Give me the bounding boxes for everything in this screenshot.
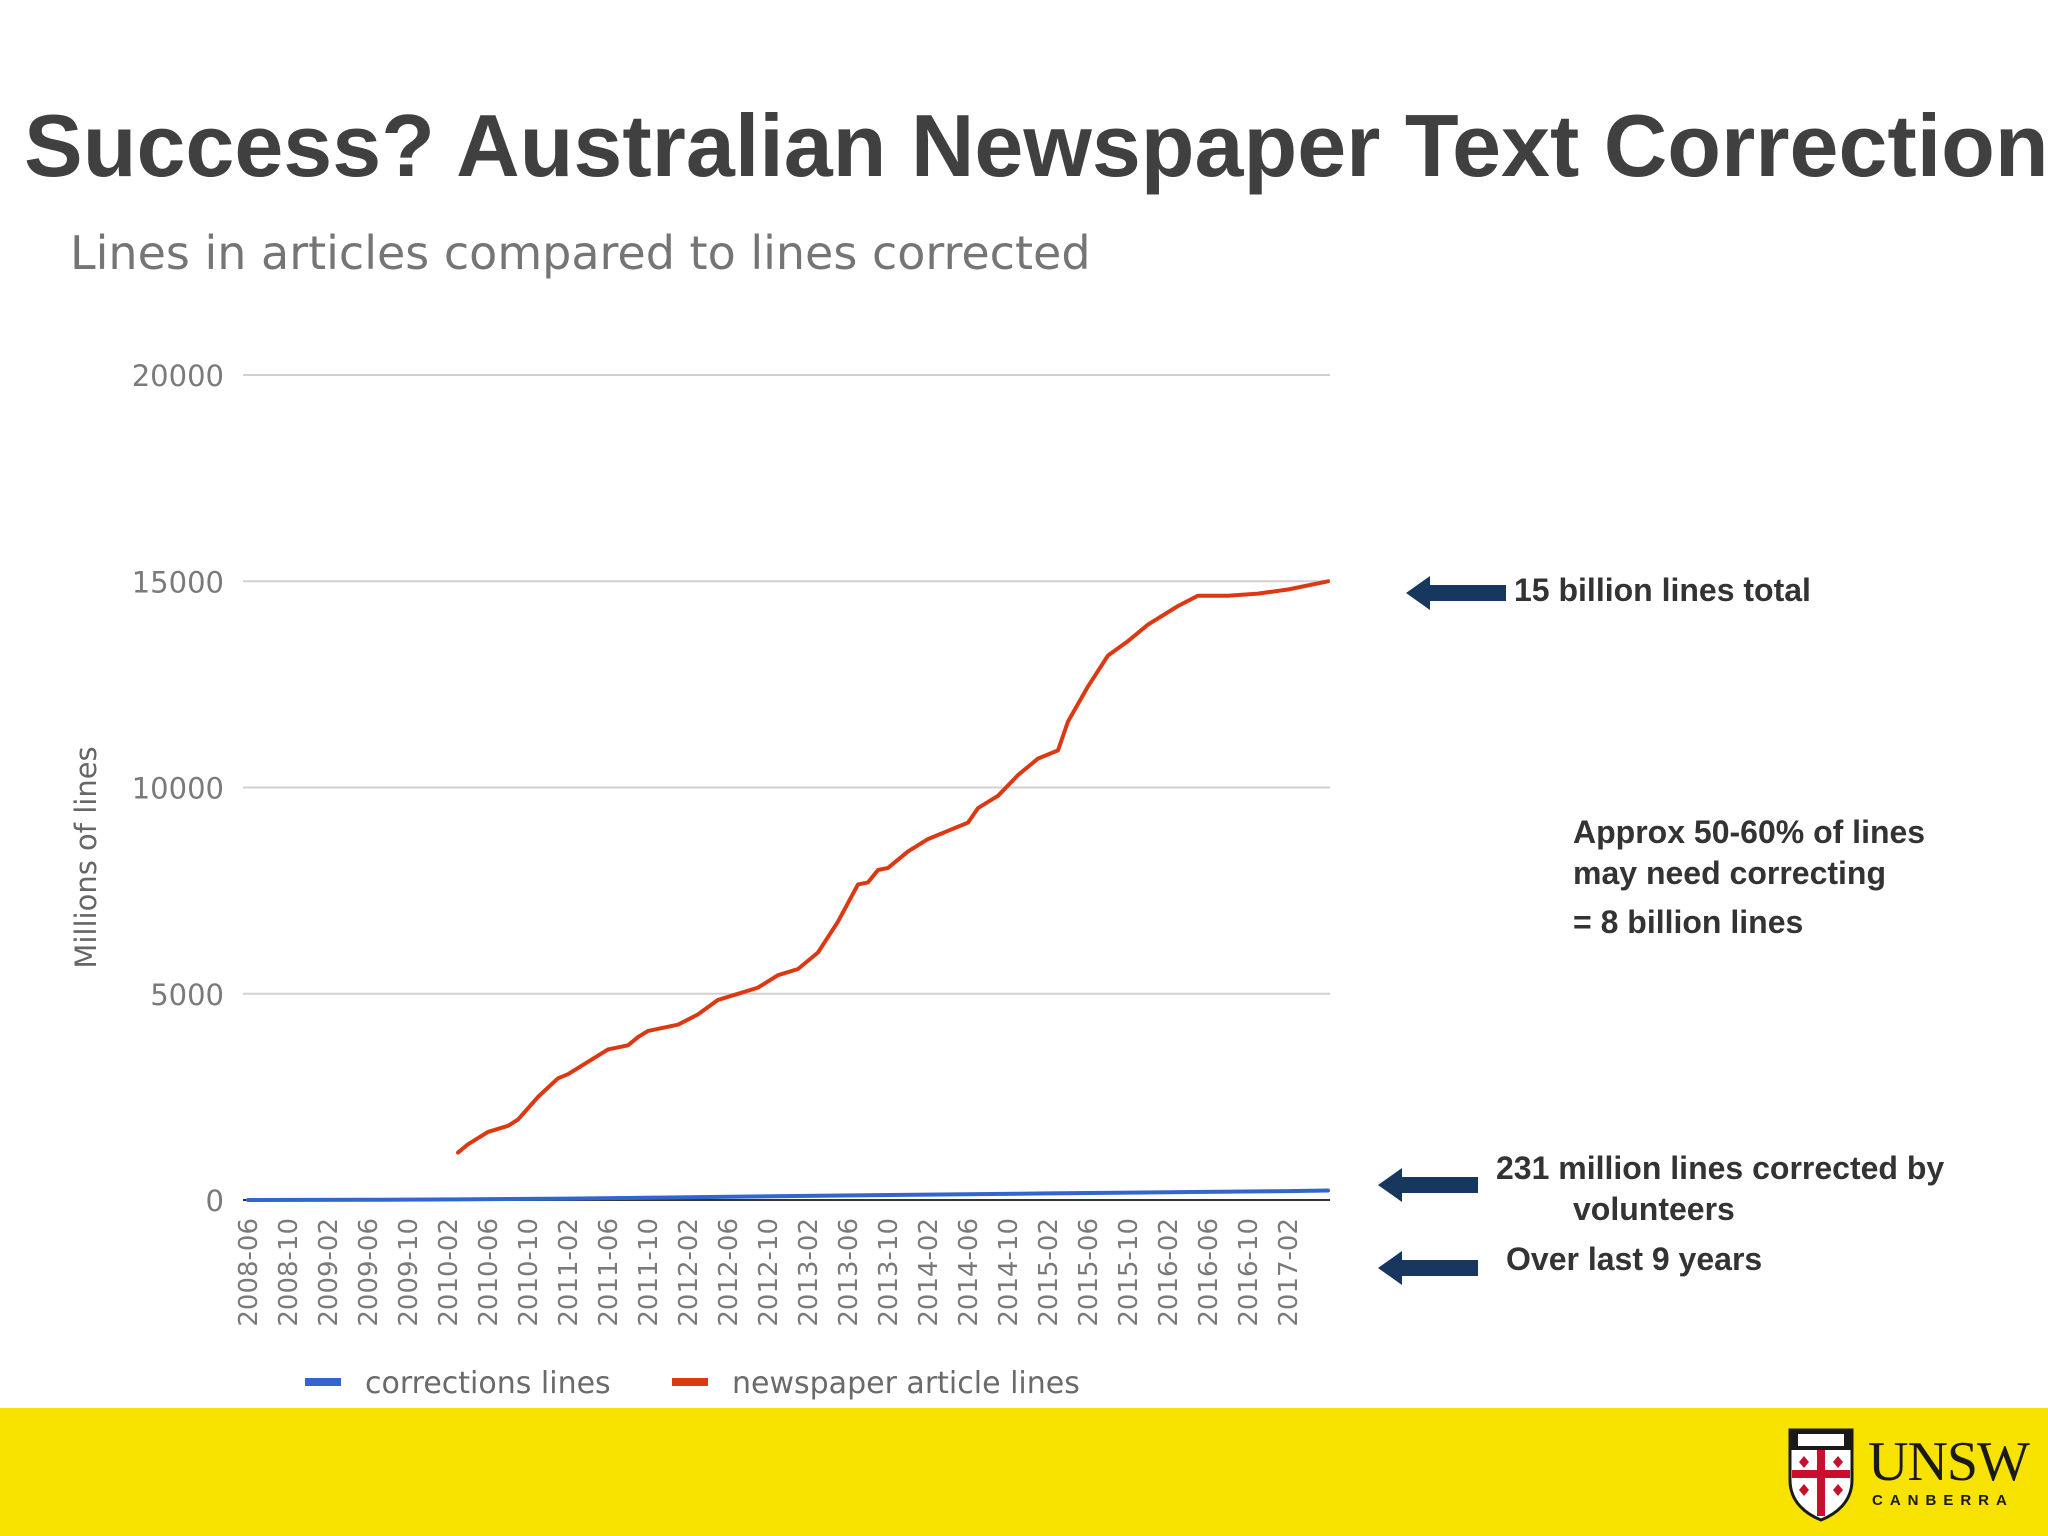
y-tick-label: 10000 [132,772,224,806]
annotation-corrected-line2: volunteers [1573,1191,1735,1227]
x-tick-label: 2011-10 [634,1218,664,1327]
legend-label: corrections lines [365,1366,611,1401]
annotation-years: Over last 9 years [1506,1241,1763,1277]
x-tick-label: 2013-10 [874,1218,904,1327]
legend-label: newspaper article lines [732,1366,1080,1401]
x-tick-label: 2012-10 [754,1218,784,1327]
unsw-logo: UNSW CANBERRA [1786,1422,2030,1526]
x-tick-label: 2014-06 [954,1218,984,1327]
legend-swatch [672,1378,708,1386]
annotation-corrected-line1: 231 million lines corrected by [1496,1150,1945,1186]
y-axis-label: Millions of lines [69,746,103,968]
x-tick-label: 2016-10 [1234,1218,1264,1327]
logo-wordmark: UNSW [1868,1431,2030,1493]
arrow-left-icon [1378,1251,1478,1285]
x-tick-label: 2009-02 [314,1218,344,1327]
slide-title: Success? Australian Newspaper Text Corre… [24,96,2048,195]
x-tick-label: 2008-10 [274,1218,304,1327]
annotation-approx-line2: may need correcting [1573,855,1886,891]
crest-icon [1788,1428,1854,1522]
y-tick-label: 5000 [150,978,224,1012]
x-tick-label: 2014-02 [914,1218,944,1327]
x-tick-label: 2008-06 [234,1218,264,1327]
footer-band [0,1408,2048,1536]
x-tick-label: 2009-10 [394,1218,424,1327]
arrow-left-icon [1406,576,1506,610]
x-tick-label: 2013-02 [794,1218,824,1327]
x-tick-label: 2010-10 [514,1218,544,1327]
series-line-articles [456,579,1330,1155]
chart-title: Lines in articles compared to lines corr… [70,226,1091,280]
x-tick-label: 2017-02 [1274,1218,1304,1327]
annotation-approx-line1: Approx 50-60% of lines [1573,814,1926,850]
x-tick-label: 2010-06 [474,1218,504,1327]
x-tick-label: 2016-06 [1194,1218,1224,1327]
x-tick-label: 2011-06 [594,1218,624,1327]
y-tick-label: 0 [206,1184,224,1218]
x-tick-label: 2010-02 [434,1218,464,1327]
x-tick-label: 2009-06 [354,1218,384,1327]
annotation-total: 15 billion lines total [1514,572,1811,608]
x-tick-label: 2015-06 [1074,1218,1104,1327]
x-tick-label: 2015-10 [1114,1218,1144,1327]
y-tick-label: 15000 [132,565,224,599]
x-tick-label: 2014-10 [994,1218,1024,1327]
arrow-left-icon [1378,1168,1478,1202]
annotation-approx-line3: = 8 billion lines [1573,904,1804,940]
x-tick-label: 2012-02 [674,1218,704,1327]
legend-swatch [305,1378,341,1386]
x-tick-label: 2016-02 [1154,1218,1184,1327]
series-line-corrections [246,1188,1330,1202]
x-tick-label: 2012-06 [714,1218,744,1327]
y-tick-label: 20000 [132,359,224,393]
logo-subtitle: CANBERRA [1872,1492,2014,1509]
x-tick-label: 2011-02 [554,1218,584,1327]
x-tick-label: 2013-06 [834,1218,864,1327]
x-tick-label: 2015-02 [1034,1218,1064,1327]
